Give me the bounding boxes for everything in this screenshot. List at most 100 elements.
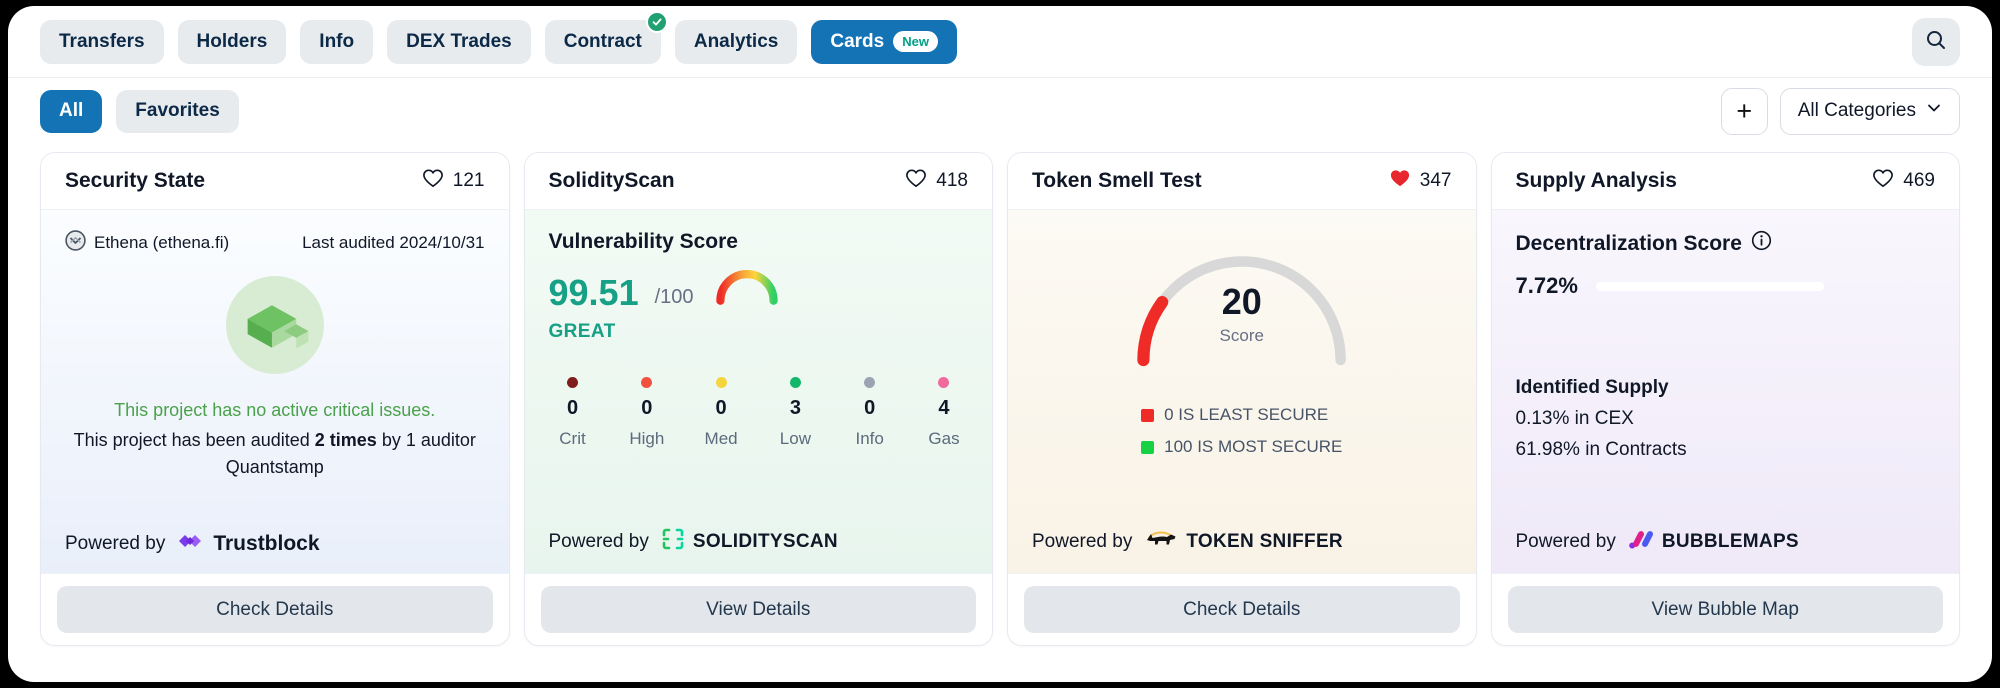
card-smell-likes[interactable]: 347 [1389,168,1452,194]
vulnerability-score-label: Vulnerability Score [548,230,738,253]
filter-bar: All Favorites + All Categories [8,78,1992,144]
severity-high: 0 High [625,377,669,449]
cards-grid: Security State 121 Eth [8,144,1992,646]
solidityscan-logo-icon [661,527,685,557]
view-bubble-map-button[interactable]: View Bubble Map [1507,586,1943,633]
card-smell-body: 20 Score 0 IS LEAST SECURE 100 IS MOST S… [1008,210,1476,573]
card-security-likes[interactable]: 121 [422,168,485,194]
low-dot-icon [789,377,801,388]
severity-med: 0 Med [699,377,743,449]
card-solidityscan-likes[interactable]: 418 [905,168,968,194]
tab-analytics-label: Analytics [693,30,779,52]
audit-times-bold: 2 times [314,430,377,450]
tab-holders[interactable]: Holders [177,19,287,64]
card-solidityscan: SolidityScan 418 Vulnerability Score 99.… [523,152,993,646]
app-window: Transfers Holders Info DEX Trades Contra… [8,6,1992,682]
severity-gas: 4 Gas [922,377,966,449]
crit-label: Crit [559,429,586,448]
trustblock-logo-icon [177,531,205,557]
low-value: 3 [789,397,801,419]
ethena-logo-icon [65,230,86,256]
legend-least-secure: 0 IS LEAST SECURE [1141,405,1342,425]
score-grade-label: GREAT [548,321,616,342]
card-security-state: Security State 121 Eth [40,152,510,646]
severity-row: 0 Crit 0 High 0 Med [549,377,969,449]
likes-count: 347 [1419,170,1452,191]
heart-outline-icon [1872,168,1894,194]
smell-score-value: 20 [1221,281,1262,322]
card-security-footer: Check Details [41,573,509,645]
severity-info: 0 Info [848,377,892,449]
red-square-icon [1141,408,1155,422]
audit-summary-text: This project has been audited 2 times by… [65,427,485,481]
tab-dex-trades[interactable]: DEX Trades [387,19,531,64]
green-ribbon-logo-icon [247,305,309,349]
auditor-name: Quantstamp [225,457,324,477]
view-details-button[interactable]: View Details [540,586,976,633]
powered-by-row: Powered by BUBBLEMAPS [1516,527,1936,557]
tab-transfers[interactable]: Transfers [40,19,164,64]
card-security-header: Security State 121 [41,153,509,210]
trustblock-wordmark: Trustblock [213,532,320,555]
decentralization-row: 7.72% [1516,273,1936,299]
decentralization-score-text: Decentralization Score [1515,231,1742,255]
audit-summary-post: by 1 auditor [381,430,476,450]
filter-all-button[interactable]: All [40,89,103,133]
tab-contract-label: Contract [563,30,642,52]
add-card-button[interactable]: + [1720,87,1768,135]
vulnerability-score-value: 99.51 [548,272,639,313]
powered-by-row: Powered by [549,527,969,557]
gas-value: 4 [938,397,950,419]
trustblock-brand: Trustblock [177,531,320,557]
green-square-icon [1141,440,1155,454]
check-details-button[interactable]: Check Details [57,586,493,633]
info-dot-icon [864,377,876,388]
card-supply-likes[interactable]: 469 [1872,168,1935,194]
verified-check-icon [645,10,668,33]
severity-low: 3 Low [773,377,817,449]
check-details-button[interactable]: Check Details [1024,586,1460,633]
decentralization-score-label: Decentralization Score [1516,230,1936,257]
tab-cards-label: Cards [830,30,885,52]
gas-dot-icon [938,377,950,388]
info-label: Info [855,429,884,448]
no-critical-issues-message: This project has no active critical issu… [114,400,436,420]
categories-dropdown-label: All Categories [1797,100,1916,121]
gas-label: Gas [928,429,960,448]
high-dot-icon [641,377,653,388]
tab-transfers-label: Transfers [59,30,145,52]
categories-dropdown[interactable]: All Categories [1779,87,1960,135]
tab-cards[interactable]: Cards New [811,19,957,64]
gauge-arc-icon [1137,256,1346,367]
card-supply-footer: View Bubble Map [1491,573,1959,645]
card-security-title: Security State [65,169,206,192]
likes-count: 121 [452,170,485,191]
tab-holders-label: Holders [196,30,268,52]
filter-favorites-button[interactable]: Favorites [116,89,239,133]
med-value: 0 [715,397,727,419]
bubblemaps-brand: BUBBLEMAPS [1628,527,1799,557]
info-icon[interactable] [1751,230,1772,257]
tab-info[interactable]: Info [300,19,374,64]
score-max-label: /100 [654,286,694,308]
high-label: High [629,429,665,448]
identified-supply-label: Identified Supply [1515,377,1669,398]
audit-summary-pre: This project has been audited [73,430,310,450]
search-button[interactable] [1912,17,1960,66]
mini-gauge-icon [714,268,780,311]
crit-value: 0 [566,397,579,419]
project-name: Ethena (ethena.fi) [65,230,229,256]
tokensniffer-brand: TOKEN SNIFFER [1144,527,1343,557]
severity-crit: 0 Crit [551,377,595,449]
solidityscan-wordmark: SOLIDITYSCAN [692,531,838,552]
powered-by-label: Powered by [1515,531,1616,552]
high-value: 0 [641,397,653,419]
tokensniffer-wordmark: TOKEN SNIFFER [1186,531,1343,552]
powered-by-label: Powered by [548,531,649,552]
med-label: Med [704,429,738,448]
decentralization-progress-bar [1595,281,1824,291]
filter-right-group: + All Categories [1720,87,1960,135]
tab-analytics[interactable]: Analytics [674,19,798,64]
tab-contract[interactable]: Contract [544,10,668,64]
